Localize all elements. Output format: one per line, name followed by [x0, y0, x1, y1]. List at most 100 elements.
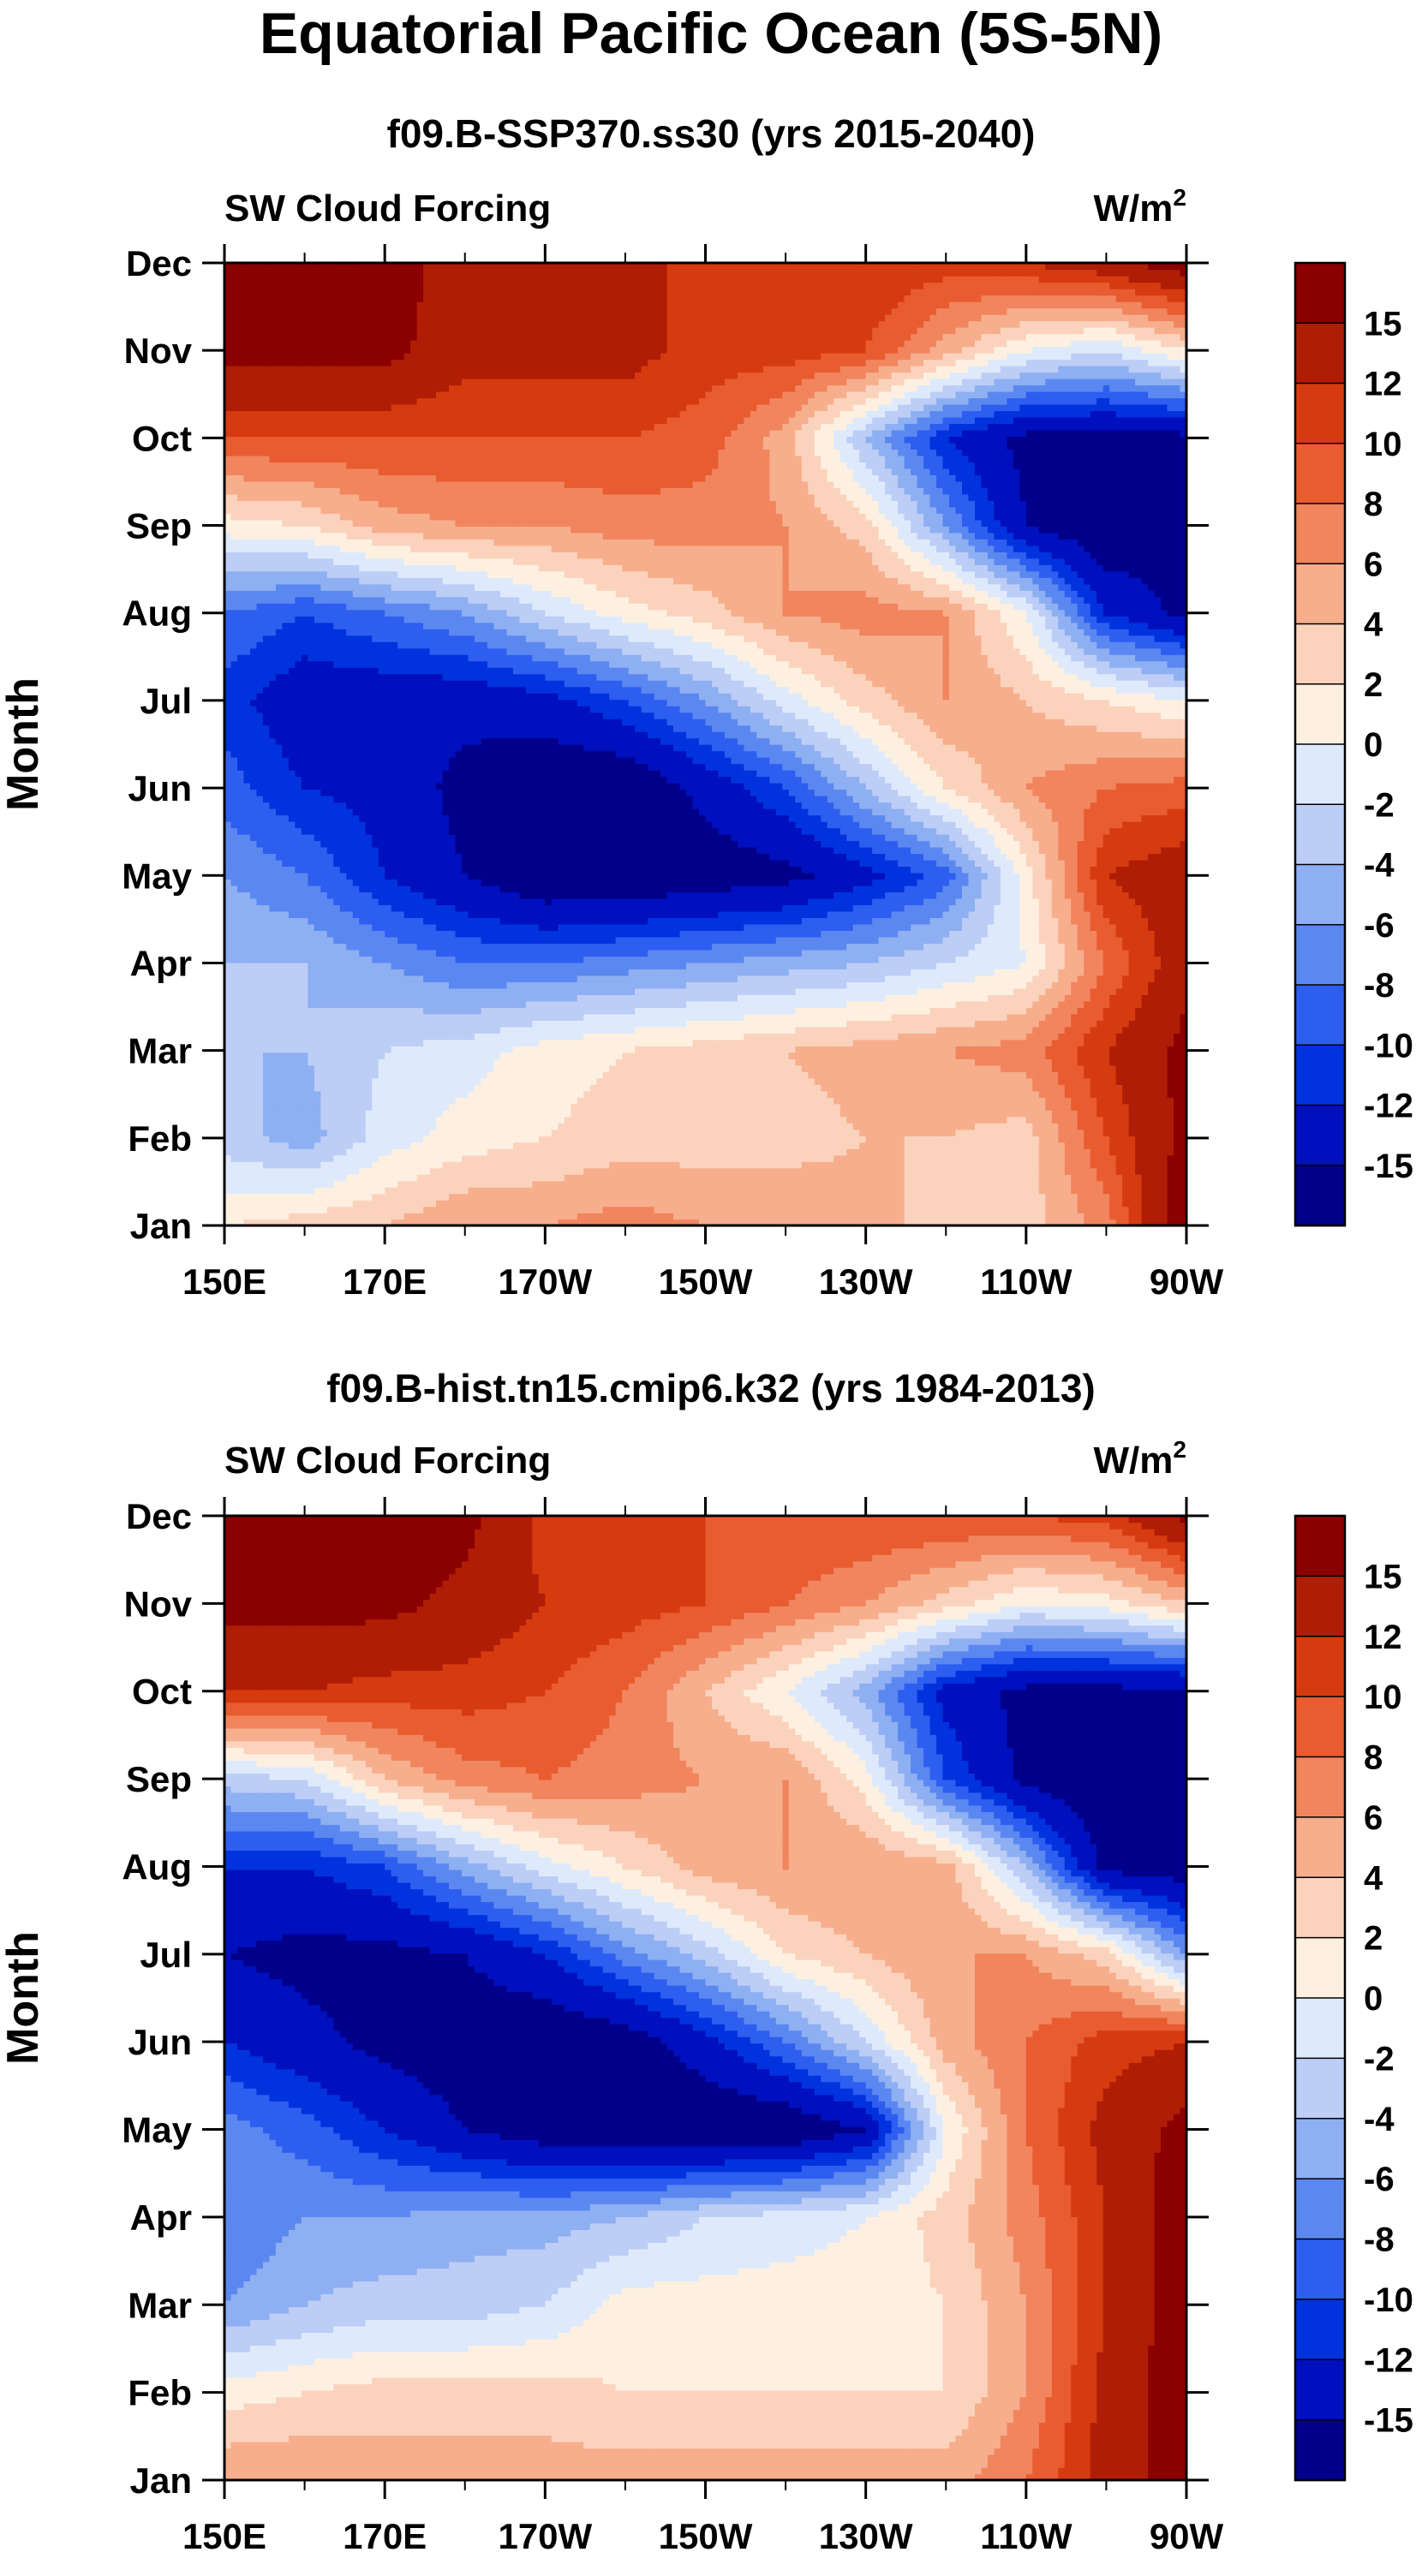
heatmap-cell [276, 1213, 283, 1219]
heatmap-cell [276, 1200, 283, 1207]
heatmap-cell [596, 1207, 603, 1213]
heatmap-cell [519, 1207, 526, 1213]
heatmap-cell [353, 1207, 360, 1213]
heatmap-cell [404, 1213, 411, 1219]
heatmap-cell [802, 1200, 809, 1207]
heatmap-cell [879, 1213, 886, 1219]
heatmap-cell [379, 1207, 385, 1213]
heatmap-cell [795, 1207, 802, 1213]
heatmap-cell [622, 1200, 629, 1207]
heatmap-cell [654, 1200, 661, 1207]
heatmap-cell [936, 1213, 943, 1219]
heatmap-cell [840, 1200, 847, 1207]
heatmap-cell [930, 1213, 937, 1219]
heatmap-cell [1071, 1207, 1078, 1213]
heatmap-cell [712, 1213, 719, 1219]
heatmap-cell [968, 1200, 975, 1207]
heatmap-cell [250, 1207, 257, 1213]
heatmap-cell [840, 1207, 847, 1213]
heatmap-cell [410, 1200, 417, 1207]
heatmap-cell [1052, 1213, 1059, 1219]
heatmap-cell [648, 1200, 654, 1207]
heatmap-cell [243, 1200, 250, 1207]
heatmap-cell [1161, 1213, 1168, 1219]
heatmap-cell [379, 1213, 385, 1219]
heatmap-cell [1168, 1213, 1174, 1219]
heatmap-cell [359, 1200, 366, 1207]
heatmap-cell [738, 1207, 744, 1213]
heatmap-cell [802, 1213, 809, 1219]
heatmap-cell [577, 1200, 584, 1207]
heatmap-cell [859, 1213, 866, 1219]
heatmap-cell [583, 1207, 590, 1213]
heatmap-cell [513, 1207, 520, 1213]
heatmap-cell [1078, 1207, 1084, 1213]
heatmap-cell [609, 1200, 616, 1207]
heatmap-cell [609, 1207, 616, 1213]
heatmap-cell [359, 1213, 366, 1219]
heatmap-cell [815, 1207, 822, 1213]
heatmap-cell [1168, 1207, 1174, 1213]
heatmap-cell [1096, 1213, 1103, 1219]
heatmap-cell [1001, 1207, 1007, 1213]
heatmap-cell [308, 1207, 314, 1213]
heatmap-cell [359, 1207, 366, 1213]
heatmap-cell [391, 1207, 398, 1213]
heatmap-cell [320, 1200, 327, 1207]
heatmap-cell [333, 1200, 340, 1207]
heatmap-cell [410, 1213, 417, 1219]
heatmap-cell [718, 1200, 725, 1207]
heatmap-cell [706, 1207, 713, 1213]
heatmap-cell [660, 1207, 667, 1213]
heatmap-cell [1032, 1207, 1039, 1213]
heatmap-cell [699, 1200, 706, 1207]
heatmap-cell [833, 1200, 840, 1207]
heatmap-cell [763, 1207, 770, 1213]
heatmap-cell [680, 1207, 687, 1213]
heatmap-cell [545, 1200, 552, 1207]
heatmap-cell [590, 1213, 597, 1219]
heatmap-cell [423, 1207, 430, 1213]
heatmap-cell [481, 1213, 487, 1219]
heatmap-cell [782, 1207, 789, 1213]
heatmap-cell [532, 1213, 539, 1219]
heatmap-cell [436, 1200, 443, 1207]
heatmap-cell [443, 1200, 450, 1207]
heatmap-cell [519, 1213, 526, 1219]
heatmap-cell [949, 1207, 956, 1213]
heatmap-cell [513, 1213, 520, 1219]
heatmap-cell [603, 1213, 610, 1219]
heatmap-cell [808, 1207, 815, 1213]
heatmap-cell [828, 1207, 834, 1213]
heatmap-cell [462, 1207, 469, 1213]
heatmap-cell [866, 1213, 873, 1219]
heatmap-cell [815, 1200, 822, 1207]
heatmap-cell [1026, 1200, 1033, 1207]
heatmap-cell [590, 1200, 597, 1207]
heatmap-cell [1135, 1207, 1142, 1213]
heatmap-cell [833, 1207, 840, 1213]
heatmap-cell [500, 1213, 507, 1219]
heatmap-cell [1065, 1213, 1072, 1219]
heatmap-cell [769, 1200, 776, 1207]
heatmap-cell [712, 1207, 719, 1213]
heatmap-cell [506, 1200, 513, 1207]
heatmap-cell [654, 1207, 661, 1213]
heatmap-cell [943, 1207, 950, 1213]
heatmap-cell [744, 1207, 750, 1213]
heatmap-cell [1019, 1207, 1026, 1213]
heatmap-cell [456, 1200, 463, 1207]
variable-label: SW Cloud Forcing [224, 188, 551, 230]
heatmap-cell [1084, 1207, 1090, 1213]
heatmap-cell [430, 1207, 437, 1213]
heatmap-cell [237, 1207, 244, 1213]
heatmap-cell [699, 1213, 706, 1219]
heatmap-cell [443, 1213, 450, 1219]
heatmap-cell [436, 1213, 443, 1219]
heatmap-cell [821, 1200, 828, 1207]
heatmap-cell [988, 1200, 995, 1207]
heatmap-cell [526, 1207, 533, 1213]
heatmap-cell [571, 1207, 577, 1213]
heatmap-cell [853, 1213, 860, 1219]
heatmap-cell [693, 1207, 700, 1213]
